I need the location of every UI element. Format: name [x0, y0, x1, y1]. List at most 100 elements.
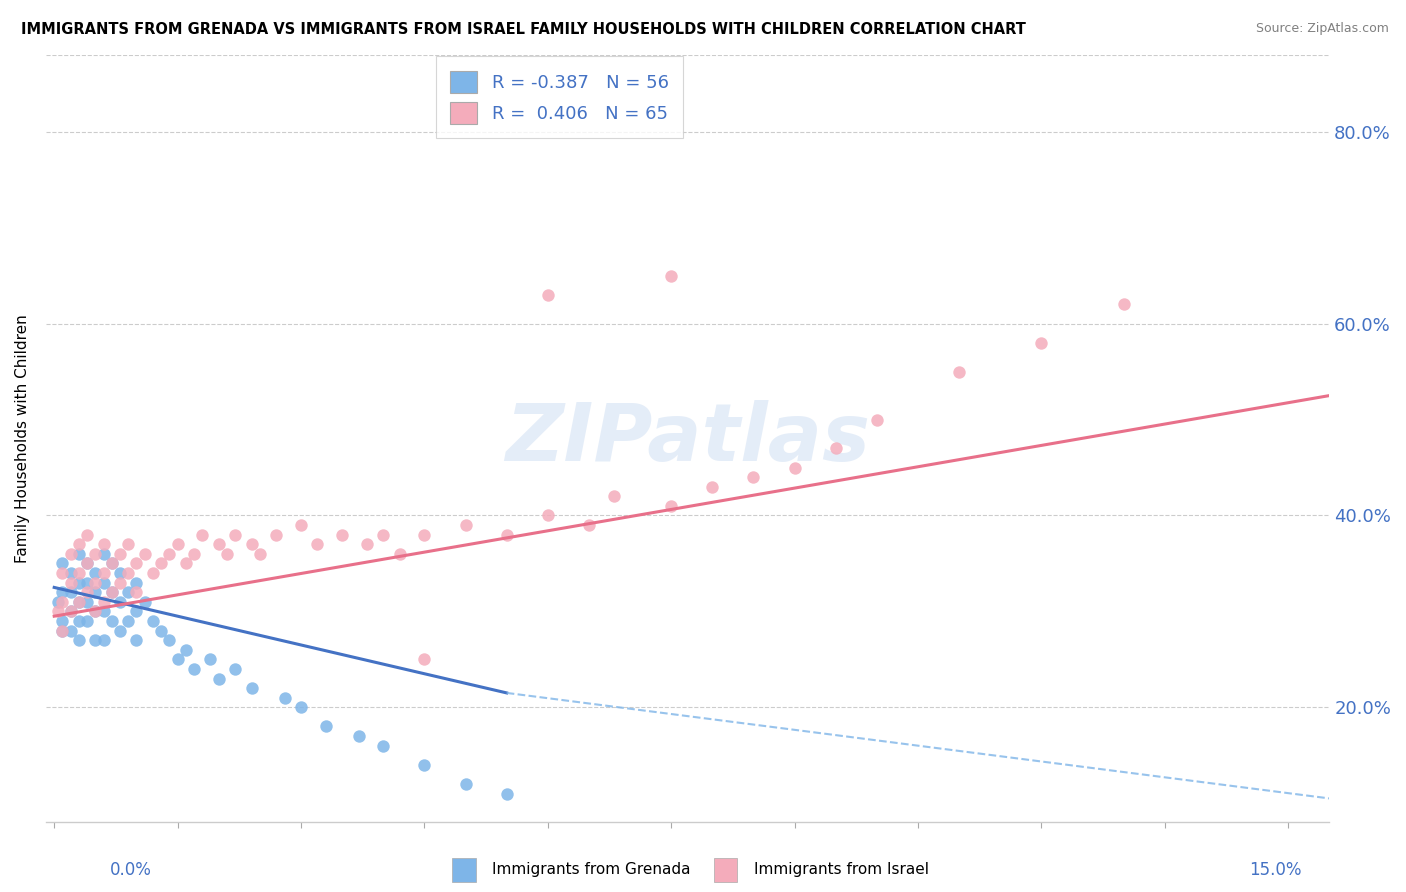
- Point: [108, 624, 131, 638]
- Point: [101, 585, 124, 599]
- Point: [273, 690, 295, 705]
- Point: [240, 537, 263, 551]
- Point: [537, 288, 560, 302]
- Point: [249, 547, 271, 561]
- Point: [108, 547, 131, 561]
- Point: [84, 604, 107, 618]
- Point: [93, 537, 115, 551]
- Point: [1112, 297, 1135, 311]
- Point: [59, 604, 82, 618]
- Point: [117, 585, 139, 599]
- Point: [93, 547, 115, 561]
- Point: [93, 604, 115, 618]
- Point: [76, 595, 98, 609]
- Point: [388, 547, 411, 561]
- Point: [454, 777, 477, 791]
- Point: [150, 557, 173, 571]
- Point: [783, 460, 806, 475]
- Point: [46, 604, 69, 618]
- Point: [84, 547, 107, 561]
- Point: [67, 633, 90, 648]
- Point: [59, 585, 82, 599]
- Point: [578, 518, 600, 533]
- Point: [101, 557, 124, 571]
- Point: [59, 547, 82, 561]
- Point: [157, 633, 180, 648]
- Point: [125, 557, 148, 571]
- Point: [356, 537, 378, 551]
- Point: [413, 527, 436, 541]
- Point: [537, 508, 560, 523]
- Text: Immigrants from Grenada: Immigrants from Grenada: [492, 863, 690, 877]
- Point: [59, 575, 82, 590]
- Point: [191, 527, 214, 541]
- Point: [742, 470, 765, 484]
- Point: [51, 566, 73, 580]
- Point: [183, 662, 205, 676]
- Point: [76, 575, 98, 590]
- Point: [142, 614, 165, 628]
- Point: [67, 614, 90, 628]
- Point: [84, 633, 107, 648]
- Text: 15.0%: 15.0%: [1250, 861, 1302, 879]
- Point: [117, 566, 139, 580]
- Point: [495, 787, 517, 801]
- Point: [315, 719, 337, 733]
- Point: [67, 595, 90, 609]
- Point: [59, 624, 82, 638]
- Point: [67, 537, 90, 551]
- Point: [174, 557, 197, 571]
- Point: [166, 652, 188, 666]
- Text: Source: ZipAtlas.com: Source: ZipAtlas.com: [1256, 22, 1389, 36]
- Point: [702, 480, 724, 494]
- Point: [84, 585, 107, 599]
- Point: [215, 547, 238, 561]
- Point: [67, 566, 90, 580]
- Point: [240, 681, 263, 695]
- Point: [125, 575, 148, 590]
- Point: [67, 547, 90, 561]
- Y-axis label: Family Households with Children: Family Households with Children: [15, 314, 30, 563]
- Point: [108, 566, 131, 580]
- Point: [413, 757, 436, 772]
- Point: [200, 652, 222, 666]
- Point: [495, 527, 517, 541]
- Point: [51, 557, 73, 571]
- Point: [67, 575, 90, 590]
- Point: [46, 595, 69, 609]
- Point: [347, 729, 370, 743]
- Text: Immigrants from Israel: Immigrants from Israel: [754, 863, 928, 877]
- Point: [51, 614, 73, 628]
- Point: [117, 614, 139, 628]
- Point: [108, 575, 131, 590]
- Point: [948, 365, 970, 379]
- Point: [51, 624, 73, 638]
- Point: [59, 604, 82, 618]
- Point: [208, 537, 231, 551]
- Point: [117, 537, 139, 551]
- Point: [824, 442, 846, 456]
- Point: [84, 566, 107, 580]
- Point: [290, 518, 312, 533]
- Point: [76, 557, 98, 571]
- Point: [330, 527, 353, 541]
- Point: [93, 595, 115, 609]
- Point: [67, 595, 90, 609]
- Point: [134, 547, 156, 561]
- Point: [454, 518, 477, 533]
- Point: [51, 624, 73, 638]
- Point: [84, 575, 107, 590]
- Point: [76, 585, 98, 599]
- Point: [125, 585, 148, 599]
- Point: [101, 585, 124, 599]
- Point: [373, 527, 395, 541]
- Point: [373, 739, 395, 753]
- Point: [76, 557, 98, 571]
- Point: [108, 595, 131, 609]
- Point: [1031, 335, 1053, 350]
- Point: [224, 527, 246, 541]
- Point: [166, 537, 188, 551]
- Point: [290, 700, 312, 714]
- Text: 0.0%: 0.0%: [110, 861, 152, 879]
- Point: [307, 537, 329, 551]
